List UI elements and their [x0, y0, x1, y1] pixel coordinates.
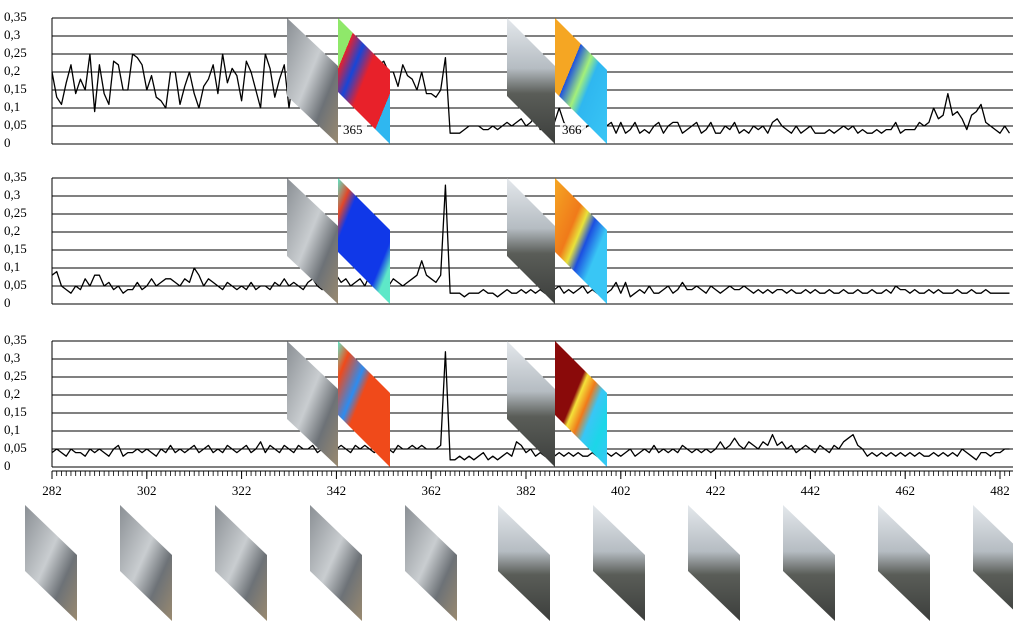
- y-tick-label: 0,1: [4, 422, 20, 437]
- thumbnail: [405, 505, 457, 621]
- thumbnail: [878, 505, 930, 621]
- y-tick-label: 0,35: [4, 332, 27, 347]
- frame-segmentation: [555, 341, 607, 467]
- thumbnail: [783, 505, 835, 621]
- frame-segmentation: [555, 178, 607, 304]
- data-line: [51, 184, 1010, 298]
- annotation: 365: [343, 122, 363, 137]
- data-line: [51, 35, 1011, 134]
- frame-segmentation: [338, 341, 390, 467]
- x-tick-label: 442: [801, 483, 821, 498]
- frame-photo: [287, 178, 338, 304]
- x-tick-label: 302: [137, 483, 157, 498]
- annotation: 366: [562, 122, 582, 137]
- y-tick-label: 0,1: [4, 259, 20, 274]
- x-tick-label: 382: [516, 483, 536, 498]
- y-tick-label: 0,3: [4, 350, 20, 365]
- frame-photo: [507, 18, 555, 144]
- annotation-bg: [341, 123, 367, 139]
- y-tick-label: 0,05: [4, 277, 27, 292]
- x-tick-label: 422: [706, 483, 726, 498]
- thumbnail: [310, 505, 362, 621]
- y-tick-label: 0: [4, 458, 11, 473]
- y-tick-label: 0: [4, 295, 11, 310]
- x-tick-label: 402: [611, 483, 631, 498]
- y-tick-label: 0: [4, 135, 11, 150]
- x-tick-label: 482: [990, 483, 1010, 498]
- frame-photo: [507, 341, 555, 467]
- y-tick-label: 0,15: [4, 404, 27, 419]
- y-tick-label: 0,25: [4, 205, 27, 220]
- thumbnail: [498, 505, 550, 621]
- thumbnail: [688, 505, 740, 621]
- y-tick-label: 0,05: [4, 117, 27, 132]
- thumbnail: [215, 505, 267, 621]
- frame-photo: [287, 341, 338, 467]
- y-tick-label: 0,35: [4, 169, 27, 184]
- frame-segmentation: [338, 18, 390, 144]
- y-tick-label: 0,2: [4, 386, 20, 401]
- thumbnail-strip: [25, 505, 1013, 621]
- y-tick-label: 0,2: [4, 223, 20, 238]
- y-tick-label: 0,25: [4, 368, 27, 383]
- x-tick-label: 362: [421, 483, 441, 498]
- frame-photo: [507, 178, 555, 304]
- frame-images: 365 366: [287, 18, 607, 467]
- y-tick-label: 0,15: [4, 81, 27, 96]
- thumbnail: [120, 505, 172, 621]
- annotation-bg: [560, 123, 586, 139]
- y-tick-label: 0,35: [4, 9, 27, 24]
- thumbnail: [25, 505, 77, 621]
- y-tick-label: 0,15: [4, 241, 27, 256]
- y-tick-label: 0,2: [4, 63, 20, 78]
- y-tick-label: 0,05: [4, 440, 27, 455]
- x-tick-label: 342: [327, 483, 347, 498]
- thumbnail: [593, 505, 645, 621]
- y-tick-label: 0,3: [4, 187, 20, 202]
- x-tick-label: 282: [42, 483, 62, 498]
- data-line: [51, 351, 1010, 461]
- frame-segmentation: [338, 178, 390, 304]
- y-tick-label: 0,3: [4, 27, 20, 42]
- x-tick-label: 462: [895, 483, 915, 498]
- frame-segmentation: [555, 18, 607, 144]
- thumbnail: [973, 505, 1013, 610]
- y-tick-label: 0,25: [4, 45, 27, 60]
- frame-photo: [287, 18, 338, 144]
- y-tick-label: 0,1: [4, 99, 20, 114]
- x-tick-label: 322: [232, 483, 252, 498]
